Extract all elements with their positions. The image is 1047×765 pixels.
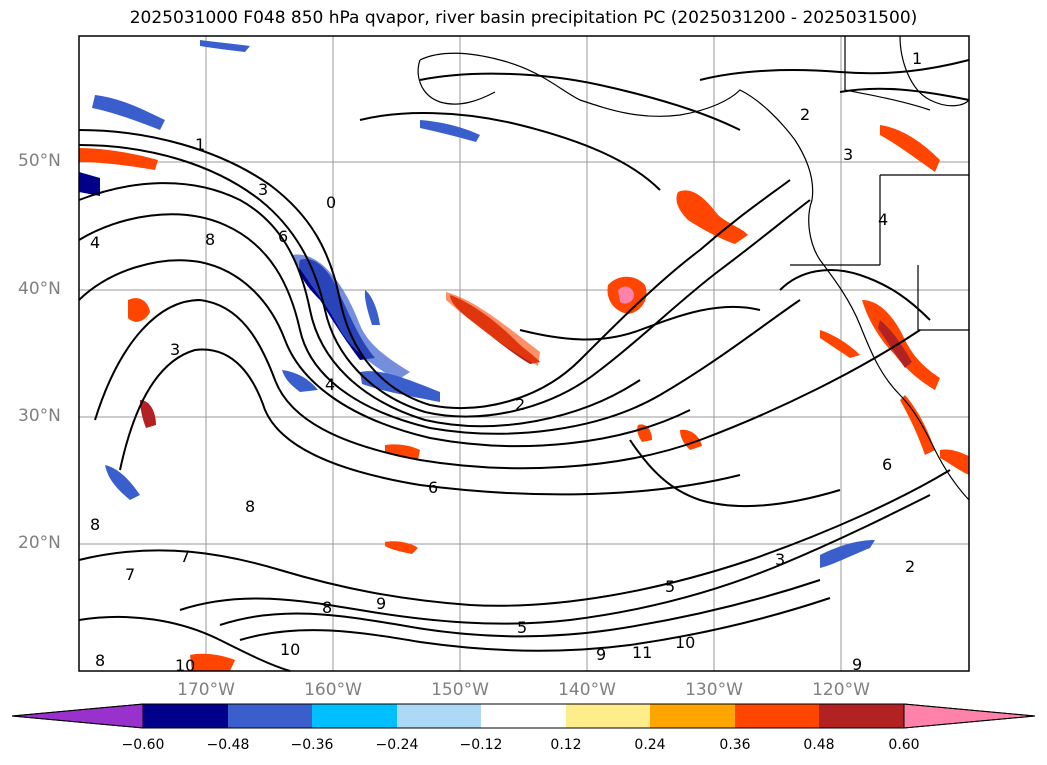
colorbar-tick: −0.48 <box>206 737 250 753</box>
contour-label: 8 <box>95 651 105 670</box>
contour-label-group: 1 1 2 2 2 3 3 3 4 4 6 6 6 8 8 8 7 7 8 9 … <box>90 49 922 675</box>
colorbar-tick: −0.24 <box>375 737 419 753</box>
colorbar-swatch <box>819 704 904 728</box>
contour-label: 2 <box>905 557 915 576</box>
precip-shading <box>79 40 969 671</box>
colorbar-swatch <box>312 704 397 728</box>
contour-label: 3 <box>843 145 853 164</box>
contour-label: 2 <box>800 105 810 124</box>
lat-label-40: 40°N <box>18 279 61 299</box>
colorbar-swatch <box>397 704 481 728</box>
neg-patch-5 <box>79 172 100 196</box>
contour-label: 8 <box>322 598 332 617</box>
lon-label-130w: 130°W <box>685 680 743 700</box>
pos-patch-12 <box>140 400 156 428</box>
contour-label: 6 <box>278 227 288 246</box>
colorbar-swatch <box>481 704 566 728</box>
lon-label-120w: 120°W <box>812 680 870 700</box>
contour-label: 11 <box>632 643 652 662</box>
pos-patch-8 <box>878 320 912 368</box>
colorbar-tick: 0.12 <box>550 737 582 753</box>
coastlines <box>417 35 970 501</box>
contour-label: 0 <box>326 193 336 212</box>
colorbar-tick: 0.60 <box>888 737 920 753</box>
colorbar <box>11 703 1036 729</box>
pos-patch-15 <box>385 541 418 554</box>
contour-label: 10 <box>675 633 695 652</box>
pos-patch-5 <box>676 190 748 244</box>
gridlines <box>79 36 969 671</box>
colorbar-tick: 0.36 <box>719 737 751 753</box>
map-border <box>78 35 970 672</box>
colorbar-swatch <box>228 704 312 728</box>
pos-patch-13 <box>385 444 420 460</box>
neg-patch-8 <box>420 120 480 142</box>
contour-label: 3 <box>258 180 268 199</box>
contour-label: 7 <box>125 565 135 584</box>
neg-patch-2 <box>292 254 410 380</box>
contour-label: 1 <box>195 135 205 154</box>
contour-label: 10 <box>280 640 300 659</box>
colorbar-tick: −0.60 <box>121 737 165 753</box>
contour-label: 9 <box>596 645 606 664</box>
neg-patch-6 <box>105 465 140 500</box>
pos-patch-10 <box>880 125 940 172</box>
contour-label: 10 <box>175 656 195 675</box>
lon-label-160w: 160°W <box>304 680 362 700</box>
contour-label: 9 <box>376 594 386 613</box>
pos-patch-14 <box>190 653 235 671</box>
pos-patch-16 <box>128 298 150 322</box>
contour-label: 3 <box>170 340 180 359</box>
colorbar-tick: 0.24 <box>634 737 666 753</box>
colorbar-tick: −0.36 <box>290 737 334 753</box>
contour-label: 8 <box>245 497 255 516</box>
map-title: 2025031000 F048 850 hPa qvapor, river ba… <box>129 8 918 28</box>
colorbar-tick: 0.48 <box>803 737 835 753</box>
lat-label-30: 30°N <box>18 406 61 426</box>
colorbar-swatch <box>735 704 819 728</box>
colorbar-extend-min <box>11 703 144 729</box>
pos-patch-4 <box>618 286 634 304</box>
contour-label: 7 <box>180 547 190 566</box>
lon-label-170w: 170°W <box>177 680 235 700</box>
contour-label: 9 <box>852 655 862 674</box>
contour-label: 8 <box>90 515 100 534</box>
contour-label: 3 <box>775 550 785 569</box>
colorbar-swatch <box>143 704 228 728</box>
contour-label: 1 <box>912 49 922 68</box>
colorbar-extend-max <box>903 703 1036 729</box>
neg-patch-3 <box>360 371 440 402</box>
contour-label: 4 <box>90 233 100 252</box>
contour-label: 6 <box>882 455 892 474</box>
contour-label: 2 <box>515 395 525 414</box>
neg-patch-7 <box>282 370 318 392</box>
pos-patch-11 <box>820 330 860 358</box>
neg-patch-11 <box>200 40 250 52</box>
pos-patch-2 <box>446 292 540 366</box>
lon-label-140w: 140°W <box>558 680 616 700</box>
lon-label-150w: 150°W <box>431 680 489 700</box>
colorbar-swatch <box>650 704 735 728</box>
pos-patch-6 <box>79 148 158 170</box>
neg-patch-4 <box>92 95 165 130</box>
colorbar-swatch <box>566 704 650 728</box>
lat-label-50: 50°N <box>18 151 61 171</box>
lat-label-20: 20°N <box>18 533 61 553</box>
contour-label: 4 <box>878 210 888 229</box>
pos-patch-19 <box>940 449 969 475</box>
neg-patch-9 <box>820 540 875 568</box>
pos-patch-9 <box>900 395 935 455</box>
contour-label: 5 <box>665 577 675 596</box>
contour-label: 6 <box>428 478 438 497</box>
colorbar-tick: −0.12 <box>459 737 503 753</box>
contour-label: 5 <box>517 618 527 637</box>
qvapor-contours <box>78 59 970 672</box>
neg-patch-10 <box>364 290 380 325</box>
contour-label: 4 <box>325 375 335 394</box>
contour-label: 8 <box>205 230 215 249</box>
